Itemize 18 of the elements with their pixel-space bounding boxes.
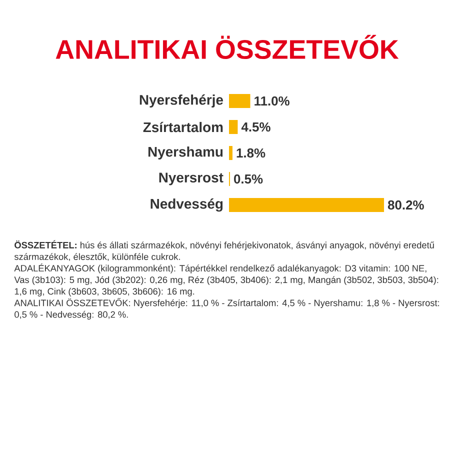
text: ÖSSZETÉTEL: hús és állati származékok, növényi fehérjekivonatok, ásványi anyagok, növényi eredetű származékok, élesztők, különféle cukrok. [14,240,434,262]
y-tick-label: Nyersrost [159,172,224,186]
data-label: 4.5% [241,122,270,132]
bar [229,198,384,212]
data-label: 1.8% [236,148,266,158]
chart-title: ANALITIKAI ÖSSZETEVŐK [56,34,399,60]
y-tick-label: Nyersfehérje [140,94,223,108]
data-label: 11.0% [254,96,290,106]
y-tick-label: Nyershamu [148,146,223,160]
y-tick-label: Nedvesség [150,198,223,212]
data-label: 0.5% [234,174,263,184]
data-label: 80.2% [388,200,424,210]
y-tick-label: Zsírtartalom [143,122,223,132]
text: ADALÉKANYAGOK (kilogrammonként): Tápértékkel rendelkező adalékanyagok: D3 vitamin: 100 NE, Vas (3b103): 5 mg, Jód (3b202): 0,26 mg, Réz (3b405, 3b406): 2,1 mg, Mangán (3b502, 3b503, 3b504): 1,6 mg, Cink (3b603, 3b605, 3b606): 16 mg. [14,263,438,296]
bar [229,120,238,134]
bar [229,94,250,108]
bar [229,146,232,160]
text: ANALITIKAI ÖSSZETEVŐK: Nyersfehérje: 11,0 % - Zsírtartalom: 4,5 % - Nyershamu: 1,8 % - Nyersrost: 0,5 % - Nedvesség: 80,2 %. [14,298,439,320]
